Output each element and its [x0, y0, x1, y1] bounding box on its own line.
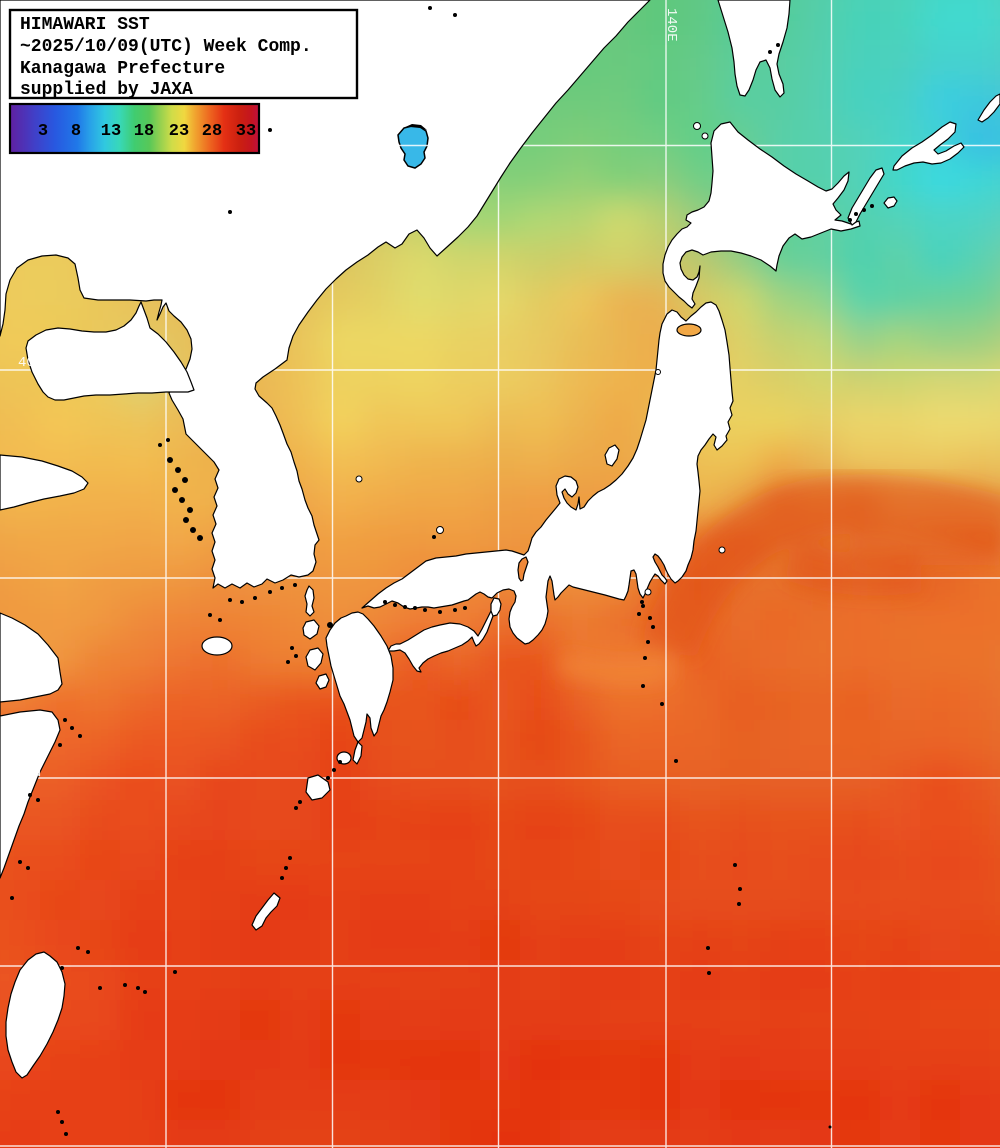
svg-text:18: 18	[134, 122, 154, 141]
svg-text:Kanagawa Prefecture: Kanagawa Prefecture	[20, 59, 225, 79]
svg-text:23: 23	[169, 122, 189, 141]
svg-text:33: 33	[236, 122, 256, 141]
svg-text:~2025/10/09(UTC) Week Comp.: ~2025/10/09(UTC) Week Comp.	[20, 37, 312, 57]
svg-text:3: 3	[38, 122, 48, 141]
svg-text:supplied by JAXA: supplied by JAXA	[20, 80, 193, 100]
svg-text:30N: 30N	[16, 765, 41, 781]
svg-text:13: 13	[101, 122, 121, 141]
svg-text:28: 28	[202, 122, 222, 141]
svg-text:HIMAWARI SST: HIMAWARI SST	[20, 15, 150, 35]
svg-text:40N: 40N	[18, 355, 43, 371]
svg-text:140E: 140E	[663, 8, 679, 42]
svg-text:8: 8	[71, 122, 81, 141]
